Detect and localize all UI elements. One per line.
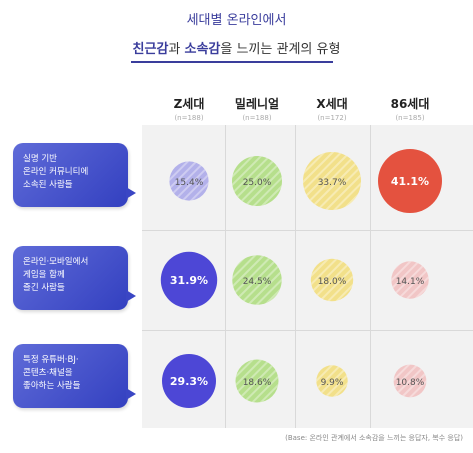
column-header-sample-size: (n=188)	[242, 114, 272, 122]
chart-title-line1: 세대별 온라인에서	[186, 13, 287, 28]
bubble-texture	[303, 152, 361, 210]
column-header-name: 밀레니얼	[234, 97, 280, 111]
chart-title-line2: 친근감과 소속감을 느끼는 관계의 유형	[0, 38, 473, 57]
bubble-texture	[232, 156, 282, 206]
title-keyword-1: 친근감	[132, 42, 169, 57]
title-connector-1: 과	[168, 42, 185, 57]
grid-horizontal-line	[142, 330, 473, 331]
row-label-box: 특정 유튜버·BJ· 콘텐츠·채널을 좋아하는 사람들	[13, 344, 136, 408]
speech-tail	[126, 290, 136, 302]
bubble-value-label: 9.9%	[321, 378, 344, 388]
bubble-value-label: 18.0%	[318, 277, 347, 287]
column-header: 86세대 (n=185)	[375, 95, 445, 122]
column-header-sample-size: (n=172)	[317, 114, 347, 122]
grid-horizontal-line	[142, 230, 473, 231]
column-header: Z세대 (n=188)	[154, 95, 224, 122]
row-label-box: 실명 기반 온라인 커뮤니티에 소속된 사람들	[13, 143, 136, 207]
bubble-value-label: 15.4%	[175, 178, 204, 188]
column-header: 밀레니얼 (n=188)	[222, 95, 292, 122]
row-label-text: 온라인·모바일에서 게임을 함께 즐긴 사람들	[23, 257, 89, 293]
bubble-texture	[310, 258, 354, 302]
bubble-texture	[235, 359, 279, 403]
bubble-value-label: 24.5%	[243, 277, 272, 287]
bubble-value-label: 25.0%	[243, 178, 272, 188]
bubble-value-label: 14.1%	[396, 277, 425, 287]
column-header-name: 86세대	[390, 97, 430, 111]
bubble-texture	[393, 364, 427, 398]
bubble-value-label: 18.6%	[243, 378, 272, 388]
row-label-box: 온라인·모바일에서 게임을 함께 즐긴 사람들	[13, 246, 136, 310]
grid-vertical-line	[295, 125, 296, 428]
column-header-name: X세대	[316, 97, 348, 111]
grid-vertical-line	[370, 125, 371, 428]
bubble-texture	[169, 161, 209, 201]
column-header-sample-size: (n=185)	[395, 114, 425, 122]
bubble-value-label: 29.3%	[170, 375, 208, 388]
bubble-value-label: 10.8%	[396, 378, 425, 388]
bubble-value-label: 33.7%	[318, 178, 347, 188]
bubble	[162, 354, 216, 408]
bubble-texture	[232, 255, 282, 305]
bubble	[378, 149, 442, 213]
speech-tail	[126, 187, 136, 199]
row-label-text: 특정 유튜버·BJ· 콘텐츠·채널을 좋아하는 사람들	[23, 355, 81, 391]
column-header-name: Z세대	[173, 97, 205, 111]
grid-vertical-line	[225, 125, 226, 428]
row-label-text: 실명 기반 온라인 커뮤니티에 소속된 사람들	[23, 154, 89, 190]
speech-tail	[126, 388, 136, 400]
title-connector-2: 을 느끼는 관계의 유형	[220, 42, 341, 57]
base-note: (Base: 온라인 관계에서 소속감을 느끼는 응답자, 복수 응답)	[285, 434, 463, 442]
title-keyword-2: 소속감	[184, 42, 221, 57]
title-underline	[131, 61, 333, 63]
bubble-texture	[316, 365, 348, 397]
column-header-sample-size: (n=188)	[174, 114, 204, 122]
bubble	[160, 251, 218, 309]
bubble-texture	[391, 261, 429, 299]
bubble-value-label: 41.1%	[391, 175, 429, 188]
column-header: X세대 (n=172)	[297, 95, 367, 122]
bubble-value-label: 31.9%	[170, 274, 208, 287]
